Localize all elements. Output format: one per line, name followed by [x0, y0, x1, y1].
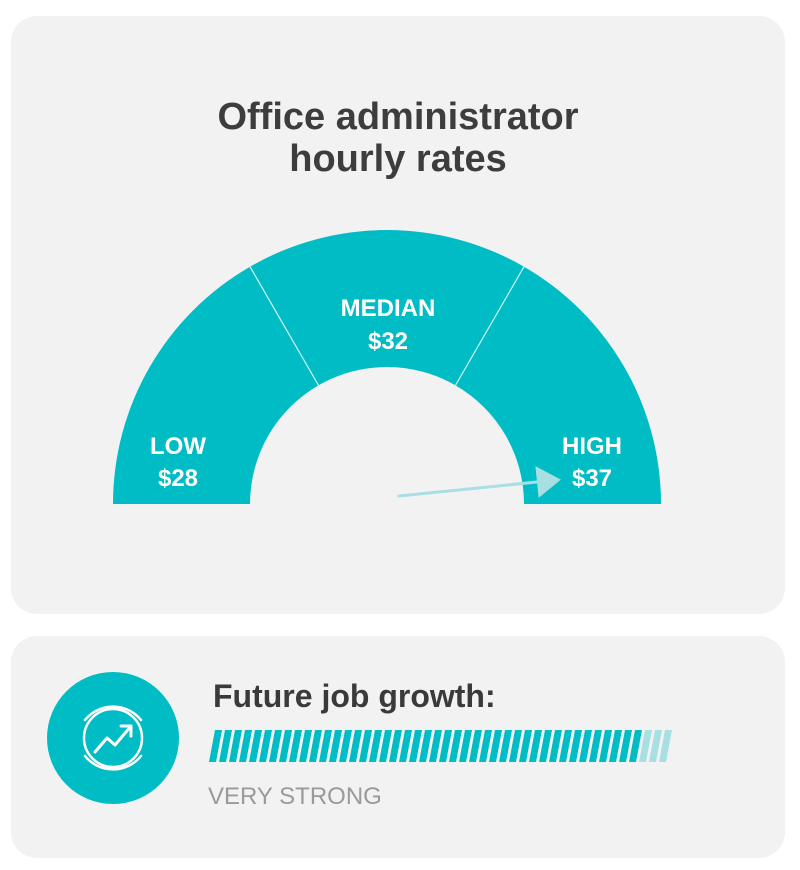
growth-bar-tick-empty [659, 730, 672, 762]
growth-bar-tick-filled [319, 730, 332, 762]
growth-bar-tick-filled [579, 730, 592, 762]
growth-bar-tick-filled [489, 730, 502, 762]
segment-label-median: MEDIAN [341, 295, 436, 322]
growth-bar-tick-filled [619, 730, 632, 762]
growth-bar-tick-filled [569, 730, 582, 762]
growth-bar-tick-filled [339, 730, 352, 762]
growth-bar-tick-filled [529, 730, 542, 762]
growth-bar-tick-filled [449, 730, 462, 762]
growth-bar-tick-filled [429, 730, 442, 762]
growth-bar-tick-filled [519, 730, 532, 762]
growth-bar-tick-filled [349, 730, 362, 762]
gauge-segment-high [455, 266, 661, 504]
growth-bar-tick-empty [639, 730, 652, 762]
growth-bar-tick-filled [459, 730, 472, 762]
job-growth-card: Future job growth: VERY STRONG [11, 636, 785, 858]
growth-bar-tick-filled [469, 730, 482, 762]
segment-value-high: $37 [572, 465, 612, 492]
growth-bar-tick-filled [259, 730, 272, 762]
growth-bar-tick-filled [479, 730, 492, 762]
growth-bar-tick-filled [609, 730, 622, 762]
growth-bar-tick-filled [269, 730, 282, 762]
growth-bar-tick-filled [309, 730, 322, 762]
growth-bar-tick-filled [249, 730, 262, 762]
growth-bar-tick-filled [219, 730, 232, 762]
chart-title-line-1: Office administrator [217, 96, 579, 138]
growth-bar-tick-filled [389, 730, 402, 762]
growth-bar-tick-filled [439, 730, 452, 762]
growth-bar-tick-filled [559, 730, 572, 762]
segment-label-high: HIGH [562, 433, 622, 460]
segment-value-low: $28 [158, 465, 198, 492]
growth-bar-tick-filled [419, 730, 432, 762]
rate-gauge: LOW $28 MEDIAN $32 HIGH $37 [112, 229, 661, 504]
growth-bar-tick-filled [279, 730, 292, 762]
growth-bar-tick-filled [229, 730, 242, 762]
trending-up-icon [47, 672, 197, 822]
growth-bar-tick-filled [299, 730, 312, 762]
gauge-segment-low [112, 266, 319, 504]
gauge-pointer [397, 466, 561, 498]
growth-bar-tick-filled [589, 730, 602, 762]
growth-level-label: VERY STRONG [208, 783, 382, 810]
growth-title: Future job growth: [213, 678, 496, 714]
growth-level-bar [209, 730, 672, 762]
segment-value-median: $32 [368, 328, 408, 355]
rates-card: Office administrator hourly rates LOW $2… [11, 16, 785, 614]
growth-bar-tick-filled [329, 730, 342, 762]
growth-bar-tick-filled [359, 730, 372, 762]
growth-bar-tick-filled [369, 730, 382, 762]
growth-bar-tick-filled [409, 730, 422, 762]
growth-bar-tick-filled [549, 730, 562, 762]
gauge-divider [454, 266, 525, 386]
growth-bar-tick-filled [599, 730, 612, 762]
gauge-segment-median [250, 229, 524, 386]
growth-bar-tick-filled [379, 730, 392, 762]
growth-bar-tick-filled [509, 730, 522, 762]
growth-bar-tick-filled [209, 730, 222, 762]
growth-bar-tick-empty [649, 730, 662, 762]
growth-bar-tick-filled [399, 730, 412, 762]
growth-bar-tick-filled [289, 730, 302, 762]
growth-bar-tick-filled [239, 730, 252, 762]
growth-bar-tick-filled [499, 730, 512, 762]
gauge-divider [249, 266, 320, 386]
growth-bar-tick-filled [539, 730, 552, 762]
segment-label-low: LOW [150, 433, 206, 460]
growth-bar-tick-filled [629, 730, 642, 762]
chart-title-line-2: hourly rates [289, 138, 507, 180]
